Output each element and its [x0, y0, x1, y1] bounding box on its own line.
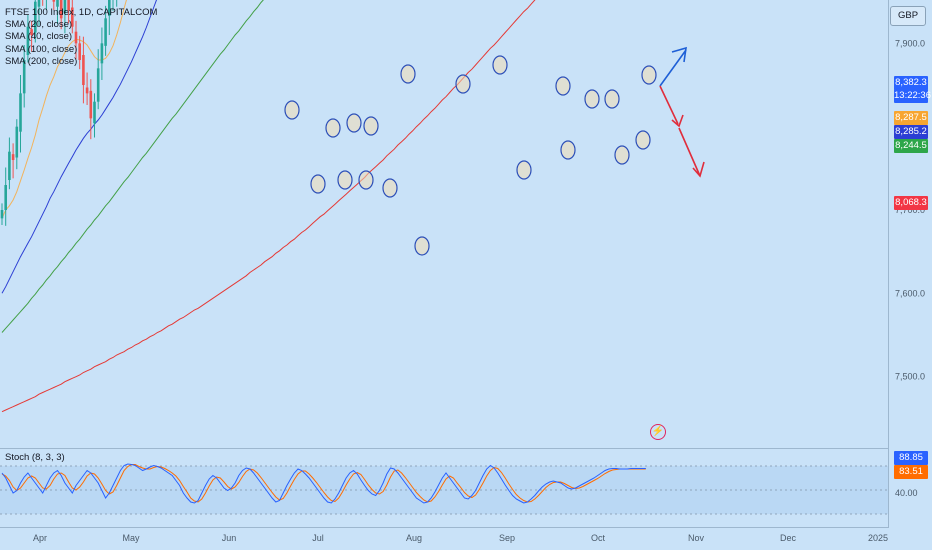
x-tick-label: Nov — [688, 533, 705, 543]
price-pane — [0, 0, 888, 448]
stoch-d-tag: 83.51 — [894, 465, 928, 479]
projection-down-arrowhead-1 — [671, 114, 684, 128]
candle-body — [71, 7, 74, 27]
x-tick-label: Oct — [591, 533, 606, 543]
candle-body — [26, 26, 30, 56]
sma200-price-tag: 8,068.3 — [894, 196, 928, 210]
projection-down-arrow-1 — [659, 85, 679, 125]
swing-circle — [604, 89, 620, 109]
candle-body — [11, 154, 15, 161]
sma200-line — [1, 0, 536, 413]
stoch-band — [0, 466, 888, 514]
alert-icon[interactable]: ⚡ — [650, 424, 666, 440]
stoch-legend: Stoch (8, 3, 3) — [5, 452, 65, 463]
sma20-price-tag: 8,287.5 — [894, 111, 928, 125]
candle-body — [100, 43, 104, 64]
candle-body — [67, 0, 70, 11]
candle-body — [104, 18, 107, 46]
sma200-legend: SMA (200, close) — [5, 55, 78, 67]
swing-circle — [337, 170, 353, 190]
candle-body — [52, 0, 56, 2]
swing-circle — [358, 170, 374, 190]
candle-body — [34, 1, 37, 33]
candle-body — [4, 185, 7, 211]
swing-circle — [325, 118, 341, 138]
sma100-line — [1, 0, 264, 333]
swing-circle — [560, 140, 576, 160]
candle-body — [63, 0, 67, 14]
swing-circle — [346, 113, 362, 133]
candle-body — [8, 151, 11, 181]
swing-circle — [555, 76, 571, 96]
x-tick-label: Jun — [222, 533, 237, 543]
swing-circle — [382, 178, 398, 198]
swing-circle — [635, 130, 651, 150]
projection-down-arrowhead-2 — [692, 161, 705, 178]
swing-circle — [455, 74, 471, 94]
candle-body — [82, 55, 85, 86]
stoch-d-line — [1, 464, 646, 503]
candle-body — [22, 60, 26, 94]
sma20-line — [1, 0, 127, 219]
candle-body — [108, 0, 111, 16]
candle-body — [56, 0, 59, 7]
candle-body — [59, 0, 63, 19]
candle-body — [89, 90, 93, 119]
x-tick-label: Apr — [33, 533, 47, 543]
candle-body — [74, 31, 78, 44]
currency-selector[interactable]: GBP — [890, 6, 926, 26]
candle-body — [19, 93, 22, 132]
projection-down-arrow-2 — [678, 127, 701, 177]
stoch-k-line — [1, 463, 646, 504]
x-tick-label: 2025 — [868, 533, 888, 543]
swing-circle — [614, 145, 630, 165]
candle-body — [0, 210, 4, 219]
last-price-tag: 8,382.3 — [894, 76, 928, 90]
symbol-title: FTSE 100 Index, 1D, CAPITALCOM — [5, 7, 158, 18]
candle-body — [93, 101, 96, 124]
swing-circle — [400, 64, 416, 84]
swing-circle — [284, 100, 300, 120]
candle-body — [15, 126, 19, 158]
countdown-tag: 13:22:36 — [894, 89, 931, 103]
swing-circle — [414, 236, 430, 256]
candle-body — [78, 43, 81, 61]
y-tick-label: 7,500.0 — [895, 372, 925, 382]
candle-body — [37, 0, 41, 7]
x-tick-label: Sep — [499, 533, 515, 543]
stoch-tick-label: 40.00 — [895, 488, 918, 498]
candle-body — [30, 29, 33, 36]
swing-circle — [641, 65, 657, 85]
projection-up-arrowhead — [671, 46, 687, 63]
candle-body — [85, 87, 89, 94]
chart-legend: FTSE 100 Index, 1D, CAPITALCOM SMA (20, … — [5, 7, 157, 68]
swing-circle — [492, 55, 508, 75]
sma100-price-tag: 8,244.5 — [894, 139, 928, 153]
sma20-legend: SMA (20, close) — [5, 19, 73, 31]
y-tick-label: 7,900.0 — [895, 38, 925, 48]
candle-body — [96, 68, 100, 102]
swing-circle — [516, 160, 532, 180]
swing-circle — [310, 174, 326, 194]
y-tick-label: 7,600.0 — [895, 288, 925, 298]
x-tick-label: Jul — [312, 533, 324, 543]
swing-circle — [363, 116, 379, 136]
x-tick-label: May — [122, 533, 140, 543]
sma100-legend: SMA (100, close) — [5, 43, 78, 55]
swing-circle — [584, 89, 600, 109]
x-tick-label: Dec — [780, 533, 797, 543]
projection-up-arrow — [659, 49, 687, 87]
sma40-legend: SMA (40, close) — [5, 31, 73, 43]
y-tick-label: 7,700.0 — [895, 205, 925, 215]
stoch-k-tag: 88.85 — [894, 451, 928, 465]
x-tick-label: Aug — [406, 533, 422, 543]
sma40-line — [1, 0, 158, 294]
sma40-price-tag: 8,285.2 — [894, 125, 928, 139]
